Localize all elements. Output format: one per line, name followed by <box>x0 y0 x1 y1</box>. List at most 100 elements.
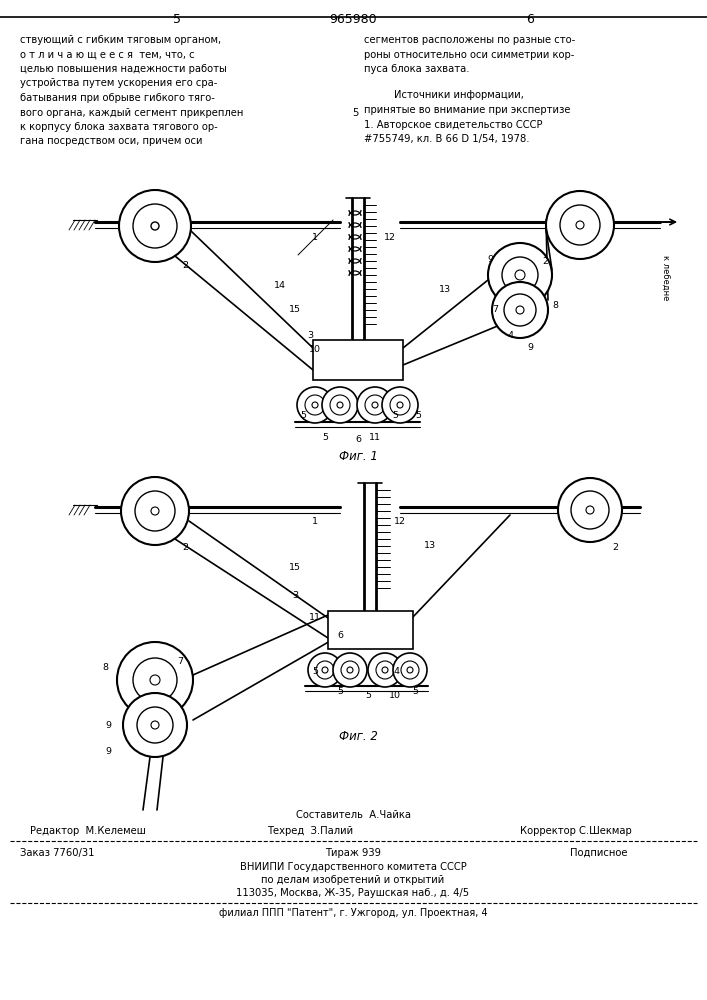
Text: Фиг. 1: Фиг. 1 <box>339 450 378 463</box>
Text: Фиг. 2: Фиг. 2 <box>339 730 378 743</box>
Text: 9: 9 <box>105 748 111 756</box>
Text: 5: 5 <box>415 410 421 420</box>
Circle shape <box>492 282 548 338</box>
Text: роны относительно оси симметрии кор-: роны относительно оси симметрии кор- <box>364 49 574 60</box>
Text: 7: 7 <box>492 306 498 314</box>
Text: 2: 2 <box>182 260 188 269</box>
Bar <box>328 611 413 649</box>
Text: Подписное: Подписное <box>570 848 628 858</box>
Text: 965980: 965980 <box>329 13 377 26</box>
Bar <box>313 340 403 380</box>
Text: целью повышения надежности работы: целью повышения надежности работы <box>20 64 227 74</box>
Circle shape <box>382 667 388 673</box>
Text: 6: 6 <box>337 631 343 640</box>
Circle shape <box>407 667 413 673</box>
Circle shape <box>333 653 367 687</box>
Text: 3: 3 <box>307 330 313 340</box>
Text: 1: 1 <box>312 518 318 526</box>
Circle shape <box>382 387 418 423</box>
Circle shape <box>133 658 177 702</box>
Text: батывания при обрыве гибкого тяго-: батывания при обрыве гибкого тяго- <box>20 93 215 103</box>
Text: Источники информации,: Источники информации, <box>394 91 524 101</box>
Text: 9: 9 <box>527 344 533 353</box>
Circle shape <box>376 661 394 679</box>
Circle shape <box>516 306 524 314</box>
Text: 7: 7 <box>177 658 183 666</box>
Text: Заказ 7760/31: Заказ 7760/31 <box>20 848 95 858</box>
Circle shape <box>515 270 525 280</box>
Text: 5: 5 <box>312 668 318 676</box>
Circle shape <box>372 402 378 408</box>
Text: 15: 15 <box>289 562 301 572</box>
Text: Корректор С.Шекмар: Корректор С.Шекмар <box>520 826 632 836</box>
Circle shape <box>368 653 402 687</box>
Text: Техред  З.Палий: Техред З.Палий <box>267 826 353 836</box>
Circle shape <box>390 395 410 415</box>
Text: ствующий с гибким тяговым органом,: ствующий с гибким тяговым органом, <box>20 35 221 45</box>
Text: Тираж 939: Тираж 939 <box>325 848 381 858</box>
Circle shape <box>571 491 609 529</box>
Text: по делам изобретений и открытий: по делам изобретений и открытий <box>262 875 445 885</box>
Text: принятые во внимание при экспертизе: принятые во внимание при экспертизе <box>364 105 571 115</box>
Text: 8: 8 <box>552 300 558 310</box>
Text: вого органа, каждый сегмент прикреплен: вого органа, каждый сегмент прикреплен <box>20 107 243 117</box>
Text: 9: 9 <box>487 255 493 264</box>
Circle shape <box>135 491 175 531</box>
Text: филиал ППП "Патент", г. Ужгород, ул. Проектная, 4: филиал ППП "Патент", г. Ужгород, ул. Про… <box>218 908 487 918</box>
Text: сегментов расположены по разные сто-: сегментов расположены по разные сто- <box>364 35 575 45</box>
Circle shape <box>586 506 594 514</box>
Circle shape <box>151 222 159 230</box>
Text: 6: 6 <box>355 436 361 444</box>
Circle shape <box>151 721 159 729</box>
Circle shape <box>357 387 393 423</box>
Text: к лебедне: к лебедне <box>660 255 669 300</box>
Text: 1: 1 <box>312 233 318 242</box>
Circle shape <box>365 395 385 415</box>
Text: 5: 5 <box>352 107 358 117</box>
Circle shape <box>137 707 173 743</box>
Circle shape <box>308 653 342 687</box>
Text: гана посредством оси, причем оси: гана посредством оси, причем оси <box>20 136 202 146</box>
Text: устройства путем ускорения его сра-: устройства путем ускорения его сра- <box>20 79 217 89</box>
Text: 13: 13 <box>424 540 436 550</box>
Text: 8: 8 <box>102 664 108 672</box>
Circle shape <box>151 507 159 515</box>
Circle shape <box>341 661 359 679</box>
Circle shape <box>305 395 325 415</box>
Text: 9: 9 <box>105 722 111 730</box>
Circle shape <box>504 294 536 326</box>
Text: Составитель  А.Чайка: Составитель А.Чайка <box>296 810 411 820</box>
Text: 2: 2 <box>612 544 618 552</box>
Text: 11: 11 <box>309 613 321 622</box>
Circle shape <box>558 478 622 542</box>
Circle shape <box>123 693 187 757</box>
Circle shape <box>397 402 403 408</box>
Text: пуса блока захвата.: пуса блока захвата. <box>364 64 469 74</box>
Text: 3: 3 <box>292 590 298 599</box>
Circle shape <box>150 675 160 685</box>
Circle shape <box>119 190 191 262</box>
Text: 10: 10 <box>389 690 401 700</box>
Text: 5: 5 <box>337 688 343 696</box>
Text: 11: 11 <box>369 434 381 442</box>
Text: 14: 14 <box>274 280 286 290</box>
Circle shape <box>316 661 334 679</box>
Circle shape <box>502 257 538 293</box>
Circle shape <box>347 667 353 673</box>
Text: 5: 5 <box>173 13 181 26</box>
Text: 12: 12 <box>384 233 396 242</box>
Circle shape <box>401 661 419 679</box>
Text: 4: 4 <box>507 330 513 340</box>
Text: 6: 6 <box>526 13 534 26</box>
Text: 5: 5 <box>322 434 328 442</box>
Text: о т л и ч а ю щ е е с я  тем, что, с: о т л и ч а ю щ е е с я тем, что, с <box>20 49 194 60</box>
Text: 2: 2 <box>182 544 188 552</box>
Circle shape <box>488 243 552 307</box>
Circle shape <box>560 205 600 245</box>
Text: 15: 15 <box>289 306 301 314</box>
Text: 5: 5 <box>300 410 306 420</box>
Text: ВНИИПИ Государственного комитета СССР: ВНИИПИ Государственного комитета СССР <box>240 862 467 872</box>
Text: 12: 12 <box>394 518 406 526</box>
Text: 5: 5 <box>392 410 398 420</box>
Text: 113035, Москва, Ж-35, Раушская наб., д. 4/5: 113035, Москва, Ж-35, Раушская наб., д. … <box>236 888 469 898</box>
